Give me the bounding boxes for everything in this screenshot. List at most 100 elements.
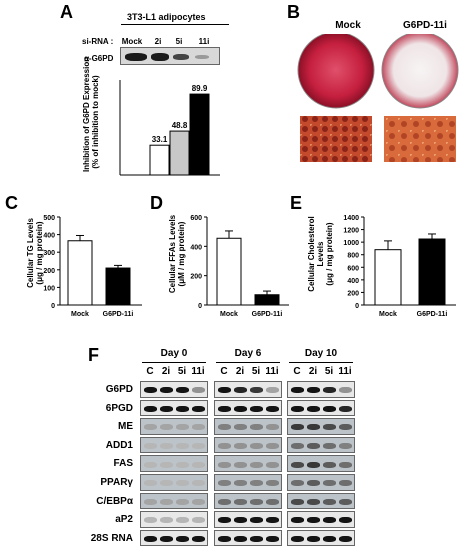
lane-label: C (293, 366, 301, 377)
blot-row-label: G6PD (105, 384, 133, 395)
lane-label-mock: Mock (121, 37, 143, 46)
panel-a-bar-chart: 33.1 48.8 89.9 (119, 80, 220, 176)
blot-band (160, 405, 173, 412)
bar (105, 267, 131, 306)
lane-label-2i: 2i (154, 37, 162, 46)
lane-label: 2i (235, 366, 245, 377)
blot-strip (287, 474, 355, 491)
panel-label-a: A (60, 2, 73, 22)
bar (216, 237, 242, 306)
blot-band (250, 387, 263, 394)
blot-band (160, 461, 173, 468)
panel-label-e: E (290, 193, 303, 213)
lane-label-11i: 11i (198, 37, 210, 46)
blot-band (144, 536, 157, 543)
ylabel-line: Inhibition of G6PD Expression (82, 56, 91, 172)
g6pd-western-blot (120, 47, 220, 65)
blot-band (234, 443, 247, 450)
blot-band (218, 480, 231, 487)
panel-e-ylabel: Cellular Cholesterol Levels (μg / mg pro… (307, 208, 334, 300)
blot-band (218, 387, 231, 394)
blot-band (234, 536, 247, 543)
bar (418, 238, 446, 306)
blot-band (291, 498, 304, 505)
panel-c-ylabel: Cellular TG Levels (μg / mg protein) (26, 208, 44, 298)
day-label: Day 0 (160, 348, 188, 359)
lane-label: 11i (191, 366, 205, 377)
blot-band (323, 424, 336, 431)
blot-band (250, 443, 263, 450)
blot-band (266, 517, 279, 524)
blot-band (307, 536, 320, 543)
blot-strip (140, 455, 208, 472)
blot-band (339, 424, 352, 431)
blot-strip (287, 529, 355, 546)
ylabel-line: Cellular Cholesterol (307, 216, 316, 292)
blot-row-label: aP2 (115, 514, 133, 526)
blot-band (323, 461, 336, 468)
blot-strip (287, 436, 355, 454)
blot-band (160, 480, 173, 487)
blot-band (250, 424, 263, 431)
blot-strip (140, 381, 208, 398)
bar (149, 144, 170, 176)
blot-band (250, 405, 263, 412)
blot-band (339, 461, 352, 468)
panel-c-bar-chart: 0 100 200 300 400 500 Mock G6PD-11i (43, 215, 142, 318)
blot-band (192, 498, 205, 505)
blot-band (144, 387, 157, 394)
blot-band (125, 53, 147, 61)
blot-band (339, 536, 352, 543)
blot-strip (140, 529, 208, 546)
lane-label: 5i (324, 366, 334, 377)
ylabel-line: (μM / mg protein) (177, 221, 186, 287)
blot-band (192, 443, 205, 450)
blot-band (192, 424, 205, 431)
blot-row-label: ME (118, 421, 133, 433)
panel-e-bar-chart: 0 200 400 600 800 1000 1200 1400 Mock G6PD-11i (343, 215, 456, 318)
blot-band (173, 54, 189, 60)
bar (189, 93, 210, 176)
blot-strip (140, 474, 208, 491)
blot-strip (287, 381, 355, 398)
y-tick-label: 0 (355, 303, 359, 310)
blot-band (192, 480, 205, 487)
blot-band (176, 387, 189, 394)
lane-label: 11i (265, 366, 279, 377)
blot-band (192, 461, 205, 468)
blot-band (291, 424, 304, 431)
blot-band (250, 536, 263, 543)
lane-label: 11i (338, 366, 352, 377)
blot-band (307, 480, 320, 487)
g6pd-11i-dish (381, 34, 459, 109)
blot-band (291, 461, 304, 468)
blot-band (250, 461, 263, 468)
blot-band (339, 498, 352, 505)
mock-dish (297, 34, 375, 109)
blot-band (218, 536, 231, 543)
blot-row-label: 28S RNA (90, 532, 133, 544)
blot-band (307, 517, 320, 524)
blot-band (218, 443, 231, 450)
blot-band (144, 480, 157, 487)
blot-band (195, 55, 209, 59)
day-label: Day 10 (304, 348, 338, 359)
blot-strip (214, 381, 282, 398)
blot-band (176, 424, 189, 431)
lane-label-5i: 5i (175, 37, 183, 46)
blot-band (234, 405, 247, 412)
blot-band (192, 387, 205, 394)
blot-band (160, 536, 173, 543)
ylabel-line: (μg / mg protein) (325, 222, 334, 286)
g6pd-11i-micrograph (384, 116, 456, 162)
header-rule (121, 24, 229, 25)
ylabel-line: Cellular FFAs Levels (168, 214, 177, 294)
blot-strip (140, 418, 208, 435)
blot-band (250, 480, 263, 487)
panel-label-d: D (150, 193, 163, 213)
blot-band (339, 517, 352, 524)
blot-band (323, 536, 336, 543)
y-tick-label: 500 (43, 215, 55, 222)
blot-band (291, 536, 304, 543)
blot-band (192, 405, 205, 412)
